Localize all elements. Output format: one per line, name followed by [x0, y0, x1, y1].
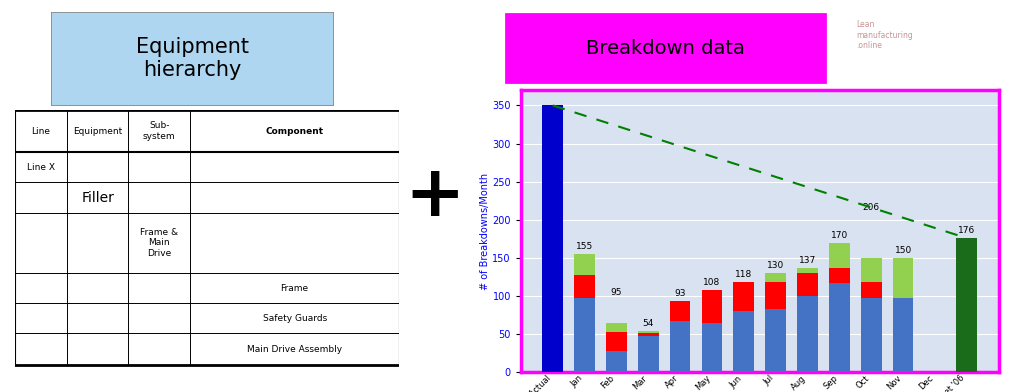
Text: Equipment
hierarchy: Equipment hierarchy	[135, 37, 249, 80]
Bar	[574, 298, 594, 372]
Bar	[765, 282, 786, 309]
Bar	[798, 268, 818, 273]
Bar	[829, 243, 849, 268]
Bar	[765, 309, 786, 372]
Text: 170: 170	[831, 230, 848, 240]
Bar	[956, 238, 977, 372]
Bar	[638, 331, 658, 333]
Text: 95: 95	[611, 288, 622, 297]
Text: 150: 150	[895, 246, 912, 255]
Bar	[798, 296, 818, 372]
Text: Lean
manufacturing
.online: Lean manufacturing .online	[856, 20, 913, 50]
Text: 130: 130	[767, 261, 785, 270]
Bar	[607, 332, 627, 351]
Bar	[861, 281, 882, 298]
Bar	[829, 268, 849, 283]
Text: 93: 93	[674, 289, 685, 298]
Bar	[893, 258, 913, 298]
Y-axis label: # of Breakdowns/Month: # of Breakdowns/Month	[479, 173, 489, 290]
Text: Filler: Filler	[81, 191, 114, 205]
Text: 108: 108	[704, 278, 721, 287]
Text: Component: Component	[266, 127, 324, 136]
Bar	[861, 258, 882, 281]
Text: Sub-
system: Sub- system	[143, 122, 176, 141]
Text: Main Drive Assembly: Main Drive Assembly	[247, 345, 342, 354]
Text: 118: 118	[735, 270, 752, 279]
Text: Frame &
Main
Drive: Frame & Main Drive	[141, 228, 178, 258]
Text: Frame: Frame	[281, 284, 308, 292]
Bar	[702, 323, 722, 372]
Bar	[542, 105, 563, 372]
Bar	[829, 283, 849, 372]
Bar	[670, 301, 691, 321]
Bar	[893, 298, 913, 372]
Bar	[734, 311, 754, 372]
Bar	[798, 273, 818, 296]
Text: Safety Guards: Safety Guards	[263, 314, 327, 323]
Text: 176: 176	[958, 226, 976, 235]
Bar	[574, 275, 594, 298]
Text: 137: 137	[799, 256, 816, 265]
Bar	[574, 254, 594, 275]
Text: Equipment: Equipment	[73, 127, 122, 136]
Text: Line: Line	[31, 127, 51, 136]
Bar	[861, 298, 882, 372]
Bar	[607, 351, 627, 372]
Text: +: +	[404, 162, 465, 230]
Bar	[734, 282, 754, 311]
Bar	[765, 273, 786, 282]
Bar	[638, 336, 658, 372]
Text: 54: 54	[643, 319, 654, 328]
Bar	[607, 323, 627, 332]
Text: Breakdown data: Breakdown data	[586, 39, 745, 58]
Bar	[670, 321, 691, 372]
FancyBboxPatch shape	[506, 14, 825, 82]
Bar	[638, 333, 658, 336]
Text: 155: 155	[576, 242, 593, 251]
Text: Line X: Line X	[27, 163, 55, 172]
Bar	[702, 290, 722, 323]
FancyBboxPatch shape	[51, 12, 334, 106]
Text: 206: 206	[862, 203, 880, 212]
